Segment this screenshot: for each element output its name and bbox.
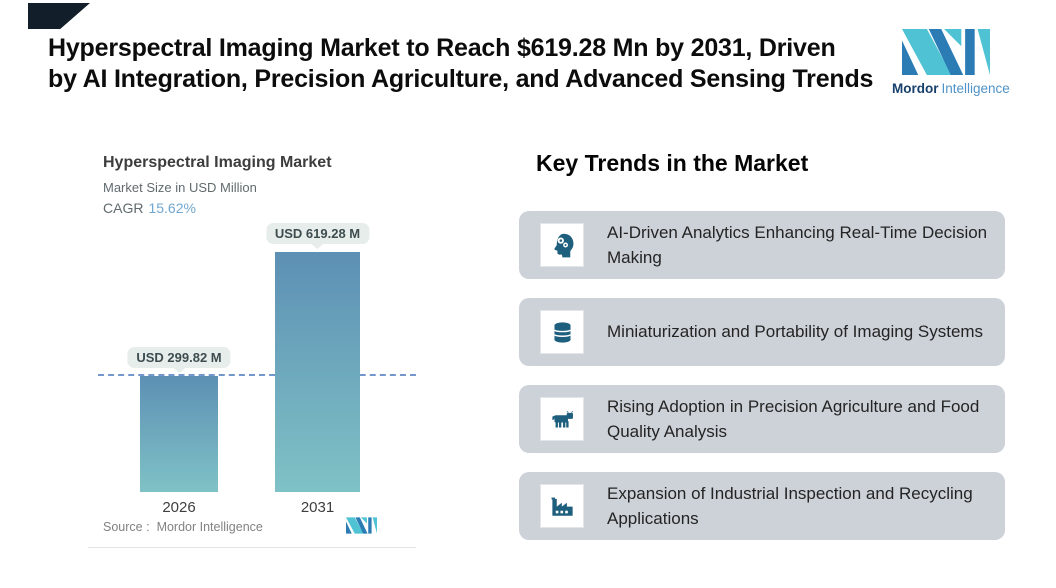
bar-2026 [140, 376, 218, 492]
mordor-mini-logo-icon [346, 517, 377, 534]
trend-card-ai-analytics: AI-Driven Analytics Enhancing Real-Time … [519, 211, 1005, 279]
ai-head-icon [540, 223, 584, 267]
trend-text: Expansion of Industrial Inspection and R… [607, 483, 973, 529]
trends-heading: Key Trends in the Market [536, 150, 809, 176]
trend-card-industrial: Expansion of Industrial Inspection and R… [519, 472, 1005, 540]
trend-cards: AI-Driven Analytics Enhancing Real-Time … [519, 211, 1005, 540]
source-label: Source : [103, 520, 150, 534]
page-title-line2: by AI Integration, Precision Agriculture… [48, 65, 874, 93]
cagr-value: 15.62% [148, 200, 196, 216]
chart-source: Source : Mordor Intelligence [103, 520, 263, 534]
page-title: Hyperspectral Imaging Market to Reach $6… [48, 33, 873, 95]
chart-title: Hyperspectral Imaging Market [103, 154, 332, 171]
bar-value-label-2026: USD 299.82 M [127, 347, 231, 368]
dashed-baseline [98, 374, 416, 376]
brand-name-light: Intelligence [941, 81, 1010, 96]
x-axis-label-2031: 2031 [300, 499, 335, 516]
factory-icon [540, 484, 584, 528]
x-axis-label-2026: 2026 [162, 499, 196, 516]
trend-text: AI-Driven Analytics Enhancing Real-Time … [607, 222, 988, 268]
trend-text: Miniaturization and Portability of Imagi… [607, 322, 984, 342]
mordor-logo-mark-icon [902, 29, 990, 75]
bar-2031 [275, 252, 360, 492]
trend-card-miniaturization: Miniaturization and Portability of Imagi… [519, 298, 1005, 366]
cagr-label: CAGR [103, 200, 144, 216]
source-value: Mordor Intelligence [156, 520, 263, 534]
corner-fold-decoration [28, 3, 90, 29]
cow-icon [540, 397, 584, 441]
trend-card-agriculture: Rising Adoption in Precision Agriculture… [519, 385, 1005, 453]
chart-subtitle: Market Size in USD Million [103, 180, 257, 195]
trend-text: Rising Adoption in Precision Agriculture… [607, 396, 980, 442]
page-title-line1: Hyperspectral Imaging Market to Reach $6… [48, 34, 836, 62]
brand-logo: Mordor Intelligence [892, 28, 1012, 96]
chart-cagr: CAGR 15.62% [103, 200, 196, 216]
brand-name: Mordor Intelligence [892, 81, 1012, 96]
market-chart-card: Hyperspectral Imaging Market Market Size… [88, 141, 416, 548]
brand-name-bold: Mordor [892, 81, 939, 96]
database-icon [540, 310, 584, 354]
bar-value-label-2031: USD 619.28 M [265, 223, 370, 244]
